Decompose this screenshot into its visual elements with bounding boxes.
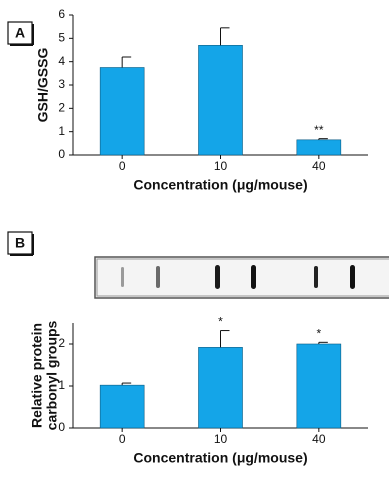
blot — [95, 257, 389, 298]
y-tick-label: 3 — [58, 77, 65, 91]
blot-frame — [95, 257, 389, 298]
bar — [199, 347, 243, 428]
x-tick-label: 10 — [214, 432, 228, 446]
x-tick-label: 40 — [312, 432, 326, 446]
bar — [100, 385, 144, 428]
band — [314, 266, 318, 288]
x-tick-label: 0 — [119, 432, 126, 446]
significance-label: * — [316, 326, 321, 340]
bar — [297, 344, 341, 428]
bar — [100, 68, 144, 156]
x-axis-label: Concentration (μg/mouse) — [133, 450, 307, 466]
figure: A0123456010**40Concentration (μg/mouse)G… — [0, 0, 389, 477]
y-axis-label: carbonyl groups — [44, 320, 60, 430]
band — [156, 266, 160, 288]
y-tick-label: 4 — [58, 54, 65, 68]
bar — [297, 140, 341, 155]
y-axis-label: GSH/GSSG — [35, 48, 51, 123]
bar — [199, 45, 243, 155]
significance-label: ** — [314, 123, 324, 137]
x-tick-label: 10 — [214, 159, 228, 173]
significance-label: * — [218, 315, 223, 329]
panel-label: B — [15, 235, 25, 251]
panel-label: A — [15, 25, 25, 41]
band — [350, 265, 355, 289]
band — [251, 265, 256, 289]
band — [215, 265, 220, 289]
x-axis-label: Concentration (μg/mouse) — [133, 177, 307, 193]
y-tick-label: 1 — [58, 124, 65, 138]
y-axis-label: Relative protein — [29, 323, 45, 428]
y-tick-label: 6 — [58, 7, 65, 21]
y-tick-label: 5 — [58, 31, 65, 45]
band — [121, 267, 124, 287]
y-tick-label: 0 — [58, 147, 65, 161]
page: A0123456010**40Concentration (μg/mouse)G… — [0, 0, 389, 477]
y-tick-label: 2 — [58, 101, 65, 115]
x-tick-label: 0 — [119, 159, 126, 173]
x-tick-label: 40 — [312, 159, 326, 173]
